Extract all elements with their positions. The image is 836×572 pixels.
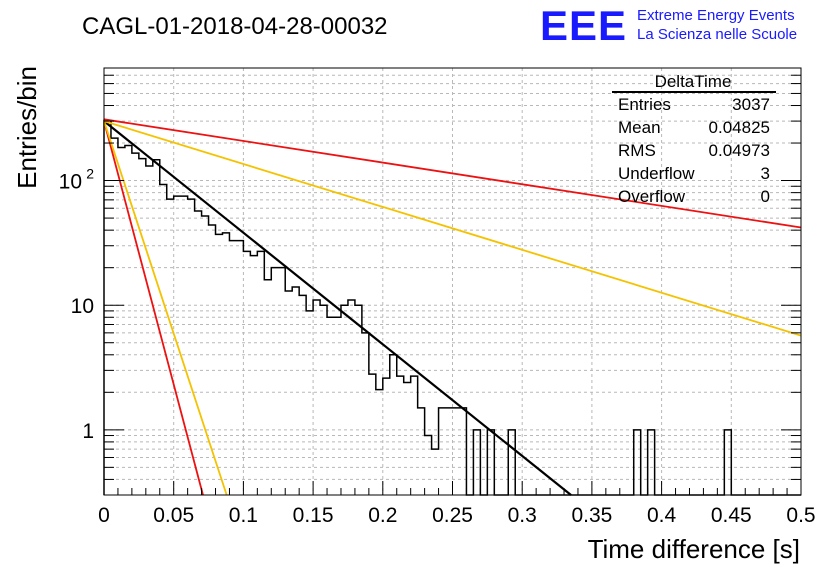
stats-value-mean: 0.04825 bbox=[709, 118, 770, 137]
y-tick-label: 10 bbox=[59, 171, 82, 194]
x-tick-label: 0.05 bbox=[153, 504, 194, 527]
fit-line-1 bbox=[103, 118, 802, 229]
chart-title: CAGL-01-2018-04-28-00032 bbox=[82, 13, 388, 40]
y-axis-label: Entries/bin bbox=[12, 66, 42, 189]
x-tick-label: 0.2 bbox=[368, 504, 397, 527]
fit-line-2 bbox=[103, 120, 802, 337]
stats-label-mean: Mean bbox=[618, 118, 661, 137]
y-tick-label: 10 bbox=[71, 295, 94, 318]
x-tick-label: 0.4 bbox=[647, 504, 677, 527]
x-tick-label: 0.15 bbox=[293, 504, 334, 527]
x-tick-label: 0.25 bbox=[432, 504, 473, 527]
x-tick-label: 0.5 bbox=[786, 504, 815, 527]
x-tick-label: 0.45 bbox=[711, 504, 752, 527]
stats-box: DeltaTime Entries 3037 Mean 0.04825 RMS … bbox=[612, 72, 776, 206]
stats-name: DeltaTime bbox=[655, 72, 732, 91]
x-axis-label: Time difference [s] bbox=[588, 534, 800, 564]
logo-line2: La Scienza nelle Scuole bbox=[637, 26, 797, 43]
x-tick-label: 0.3 bbox=[508, 504, 537, 527]
stats-label-overflow: Overflow bbox=[618, 187, 686, 206]
fit-line-0 bbox=[103, 120, 572, 496]
stats-label-rms: RMS bbox=[618, 141, 656, 160]
stats-value-overflow: 0 bbox=[761, 187, 770, 206]
stats-label-underflow: Underflow bbox=[618, 164, 695, 183]
y-tick-exponent: 2 bbox=[86, 166, 94, 182]
x-tick-label: 0 bbox=[98, 504, 110, 527]
stats-value-entries: 3037 bbox=[732, 95, 770, 114]
logo-eee: EEE bbox=[540, 2, 627, 49]
x-tick-label: 0.1 bbox=[229, 504, 258, 527]
fit-line-4 bbox=[103, 120, 228, 496]
y-tick-label: 1 bbox=[82, 420, 94, 443]
x-tick-label: 0.35 bbox=[571, 504, 612, 527]
stats-label-entries: Entries bbox=[618, 95, 671, 114]
stats-value-underflow: 3 bbox=[761, 164, 770, 183]
logo-line1: Extreme Energy Events bbox=[637, 7, 795, 24]
stats-value-rms: 0.04973 bbox=[709, 141, 770, 160]
fit-line-3 bbox=[103, 120, 204, 496]
